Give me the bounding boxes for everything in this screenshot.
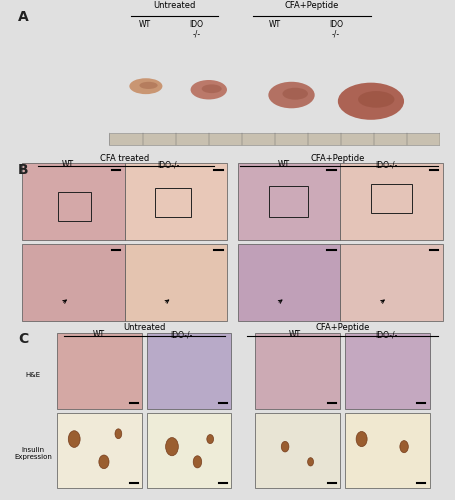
Bar xyxy=(370,184,411,214)
Text: IDO
-/-: IDO -/- xyxy=(189,20,203,38)
Text: IDO-/-: IDO-/- xyxy=(374,160,396,169)
Bar xyxy=(125,164,227,240)
Text: CFA+Peptide: CFA+Peptide xyxy=(310,154,364,162)
Bar xyxy=(344,334,429,409)
Ellipse shape xyxy=(281,442,288,452)
Text: CFA+Peptide: CFA+Peptide xyxy=(314,324,369,332)
Text: H&E: H&E xyxy=(25,372,41,378)
Ellipse shape xyxy=(165,438,178,456)
Bar xyxy=(255,334,339,409)
Text: Untreated: Untreated xyxy=(123,324,165,332)
Bar xyxy=(57,412,142,488)
Text: IDO-/-: IDO-/- xyxy=(170,330,192,339)
Text: WT: WT xyxy=(288,330,300,339)
Ellipse shape xyxy=(129,78,162,94)
Bar xyxy=(109,133,440,144)
Ellipse shape xyxy=(282,88,307,100)
Bar xyxy=(238,164,339,240)
Ellipse shape xyxy=(206,434,213,444)
Ellipse shape xyxy=(357,91,394,108)
Ellipse shape xyxy=(399,440,407,452)
Text: WT: WT xyxy=(92,330,105,339)
Bar xyxy=(146,412,231,488)
Ellipse shape xyxy=(307,458,313,466)
Text: WT: WT xyxy=(277,160,289,169)
Text: C: C xyxy=(18,332,28,346)
Text: IDO
-/-: IDO -/- xyxy=(328,20,342,38)
Bar xyxy=(155,188,191,218)
Ellipse shape xyxy=(115,429,121,438)
Bar xyxy=(22,244,125,321)
Bar xyxy=(344,412,429,488)
Ellipse shape xyxy=(190,80,227,100)
Text: IDO-/-: IDO-/- xyxy=(374,330,396,339)
Bar xyxy=(238,244,339,321)
Bar xyxy=(255,412,339,488)
Text: IDO-/-: IDO-/- xyxy=(157,160,179,169)
Bar xyxy=(146,334,231,409)
Ellipse shape xyxy=(68,430,80,448)
Ellipse shape xyxy=(268,82,314,108)
Bar xyxy=(57,334,142,409)
Text: CFA+Peptide: CFA+Peptide xyxy=(284,2,339,11)
Text: WT: WT xyxy=(138,20,150,29)
Ellipse shape xyxy=(193,456,201,468)
Text: A: A xyxy=(18,10,29,24)
Bar xyxy=(339,164,442,240)
Ellipse shape xyxy=(337,82,403,120)
Text: WT: WT xyxy=(62,160,74,169)
Text: Untreated: Untreated xyxy=(153,2,196,11)
Ellipse shape xyxy=(139,82,157,89)
Text: CFA treated: CFA treated xyxy=(100,154,149,162)
Text: Insulin
Expression: Insulin Expression xyxy=(14,447,52,460)
Bar xyxy=(58,192,91,221)
Ellipse shape xyxy=(355,432,366,446)
Text: WT: WT xyxy=(268,20,280,29)
Bar xyxy=(125,244,227,321)
Ellipse shape xyxy=(99,455,109,468)
Ellipse shape xyxy=(201,84,221,93)
Bar xyxy=(22,164,125,240)
Bar xyxy=(339,244,442,321)
Text: B: B xyxy=(18,162,29,176)
Bar xyxy=(268,186,307,218)
